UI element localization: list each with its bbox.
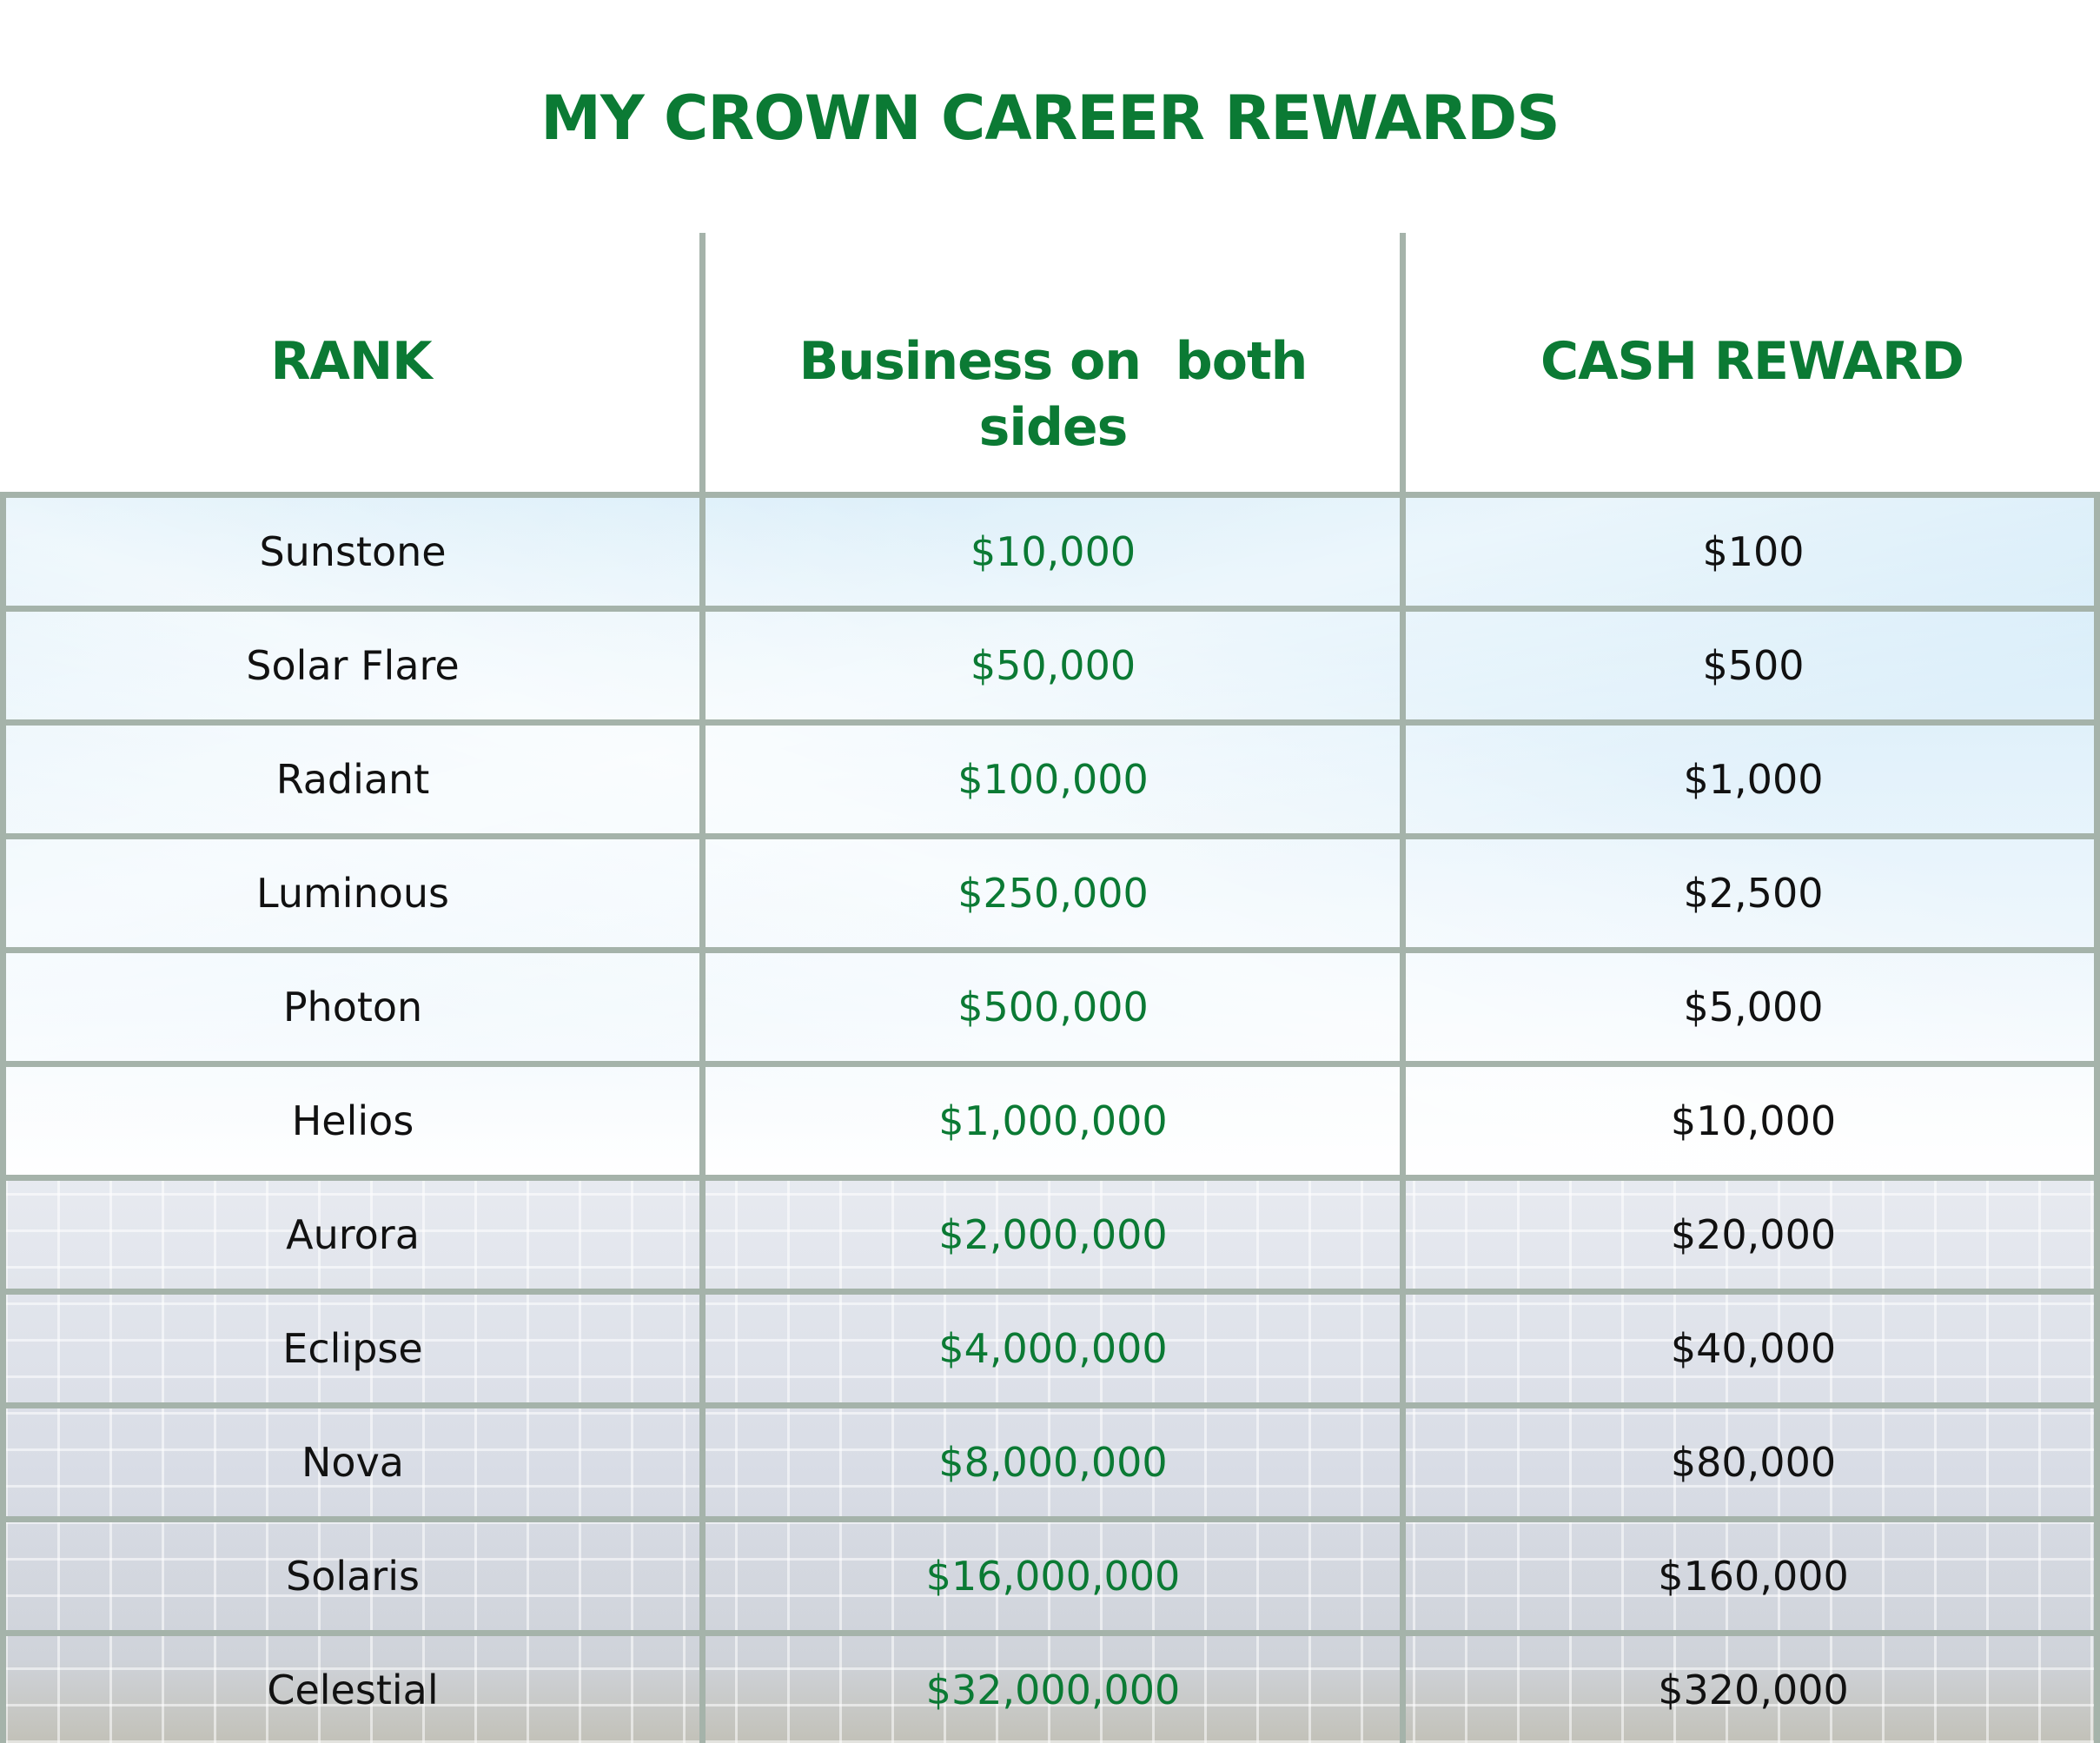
rank-cell: Luminous [256, 870, 449, 917]
business-cell: $250,000 [957, 870, 1149, 917]
cash-reward-cell: $500 [1702, 642, 1805, 689]
cash-reward-cell: $160,000 [1658, 1553, 1849, 1600]
solar-panels-background [5, 1178, 2100, 1743]
table-row: Solar Flare $50,000 $500 [5, 606, 2100, 719]
cash-reward-cell: $20,000 [1670, 1211, 1837, 1258]
table-row: Solaris $16,000,000 $160,000 [5, 1516, 2100, 1630]
table-row: Photon $500,000 $5,000 [5, 947, 2100, 1061]
rank-cell: Solar Flare [246, 642, 460, 689]
cash-reward-cell: $10,000 [1670, 1097, 1837, 1144]
column-divider-2 [1400, 233, 1406, 1743]
header-business: Business on both sides [702, 233, 1404, 494]
header-business-line1: Business on both [798, 331, 1308, 392]
business-cell: $1,000,000 [938, 1097, 1168, 1144]
rank-cell: Aurora [286, 1211, 420, 1258]
business-cell: $16,000,000 [925, 1553, 1181, 1600]
header-rank: RANK [0, 233, 702, 494]
rank-cell: Sunstone [259, 528, 447, 575]
cash-reward-cell: $40,000 [1670, 1325, 1837, 1372]
business-cell: $50,000 [970, 642, 1136, 689]
column-divider-1 [699, 233, 706, 1743]
header-business-line2: sides [978, 397, 1129, 458]
page-title: MY CROWN CAREER REWARDS [540, 83, 1560, 154]
cash-reward-cell: $1,000 [1683, 756, 1824, 803]
cash-reward-cell: $100 [1702, 528, 1805, 575]
table-right-border [2094, 492, 2100, 1743]
header-cash: CASH REWARD [1404, 233, 2100, 494]
business-cell: $4,000,000 [938, 1325, 1168, 1372]
rank-cell: Solaris [286, 1553, 420, 1600]
business-cell: $10,000 [970, 528, 1136, 575]
table-left-border [0, 492, 6, 1743]
cash-reward-cell: $5,000 [1683, 984, 1824, 1031]
cash-reward-cell: $80,000 [1670, 1439, 1837, 1486]
table-body: Sunstone $10,000 $100 Solar Flare $50,000 $50… [5, 492, 2100, 1743]
rank-cell: Radiant [275, 756, 430, 803]
table-row: Nova $8,000,000 $80,000 [5, 1402, 2100, 1516]
business-cell: $8,000,000 [938, 1439, 1168, 1486]
business-cell: $100,000 [957, 756, 1149, 803]
business-cell: $32,000,000 [925, 1667, 1181, 1713]
table-row: Celestial $32,000,000 $320,000 [5, 1630, 2100, 1743]
table-row: Radiant $100,000 $1,000 [5, 719, 2100, 833]
business-cell: $500,000 [957, 984, 1149, 1031]
rank-cell: Celestial [267, 1667, 439, 1713]
cash-reward-cell: $320,000 [1658, 1667, 1849, 1713]
table-row: Aurora $2,000,000 $20,000 [5, 1175, 2100, 1289]
rank-cell: Nova [301, 1439, 404, 1486]
cash-reward-cell: $2,500 [1683, 870, 1824, 917]
header-rank-label: RANK [270, 331, 432, 392]
table-row: Eclipse $4,000,000 $40,000 [5, 1289, 2100, 1402]
table-row: Luminous $250,000 $2,500 [5, 833, 2100, 947]
rank-cell: Eclipse [282, 1325, 423, 1372]
table-row: Sunstone $10,000 $100 [5, 492, 2100, 606]
table-header: RANK Business on both sides CASH REWARD [0, 233, 2100, 494]
business-cell: $2,000,000 [938, 1211, 1168, 1258]
rank-cell: Photon [282, 984, 423, 1031]
rank-cell: Helios [291, 1097, 414, 1144]
table-row: Helios $1,000,000 $10,000 [5, 1061, 2100, 1175]
header-cash-label: CASH REWARD [1540, 331, 1964, 392]
